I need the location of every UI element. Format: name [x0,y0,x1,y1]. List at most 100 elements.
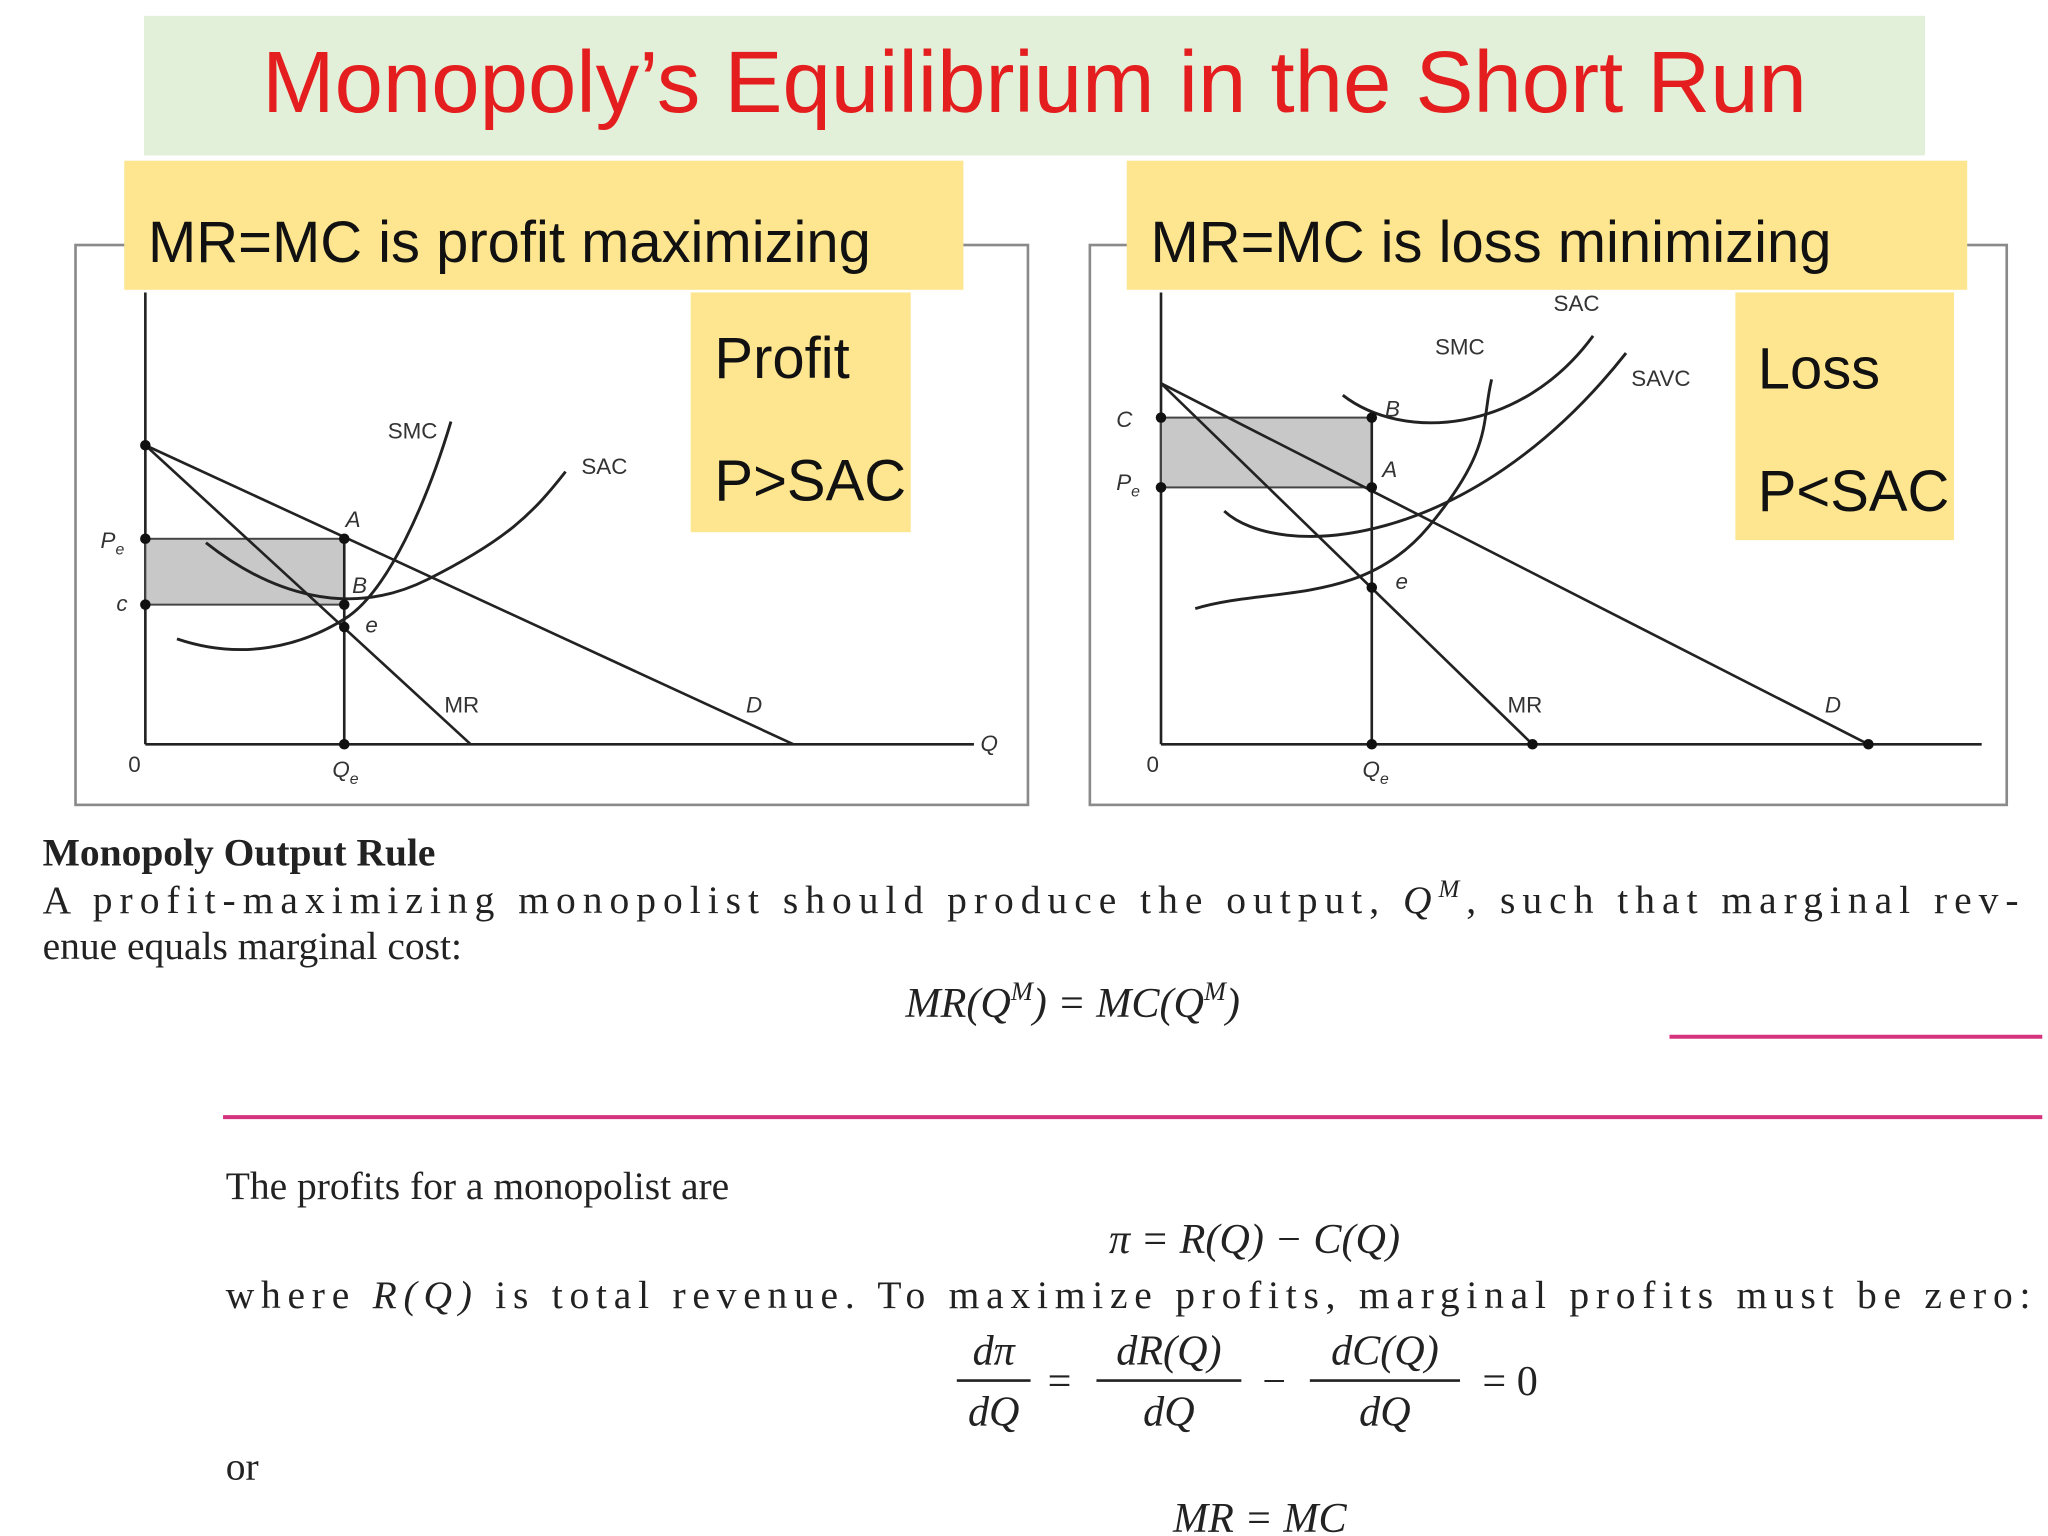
label-subscript: e [350,771,359,788]
equation: MR = MC [1172,1495,1347,1536]
diagram-label: e [365,612,377,637]
point [1366,482,1378,493]
smc-curve [1194,379,1494,610]
text-run: is total revenue. To maximize profits, m… [479,1273,2031,1317]
diagram-label: D [746,693,762,718]
diagram-label: Pe [1116,470,1140,501]
note-box [690,292,911,533]
profits-text: where R(Q) is total revenue. To maximize… [226,1273,2031,1317]
text-run: MR(Q [905,980,1011,1027]
diagram-label: 0 [128,752,140,777]
diagram-label: SMC [1435,334,1485,359]
panel-heading: MR=MC is loss minimizing [1150,211,1831,275]
note-text: Profit [714,327,849,391]
diagram-label: B [352,573,367,598]
text-run: A profit-maximizing monopolist should pr… [43,878,1396,922]
label-main: P [1116,470,1131,495]
label-subscript: e [115,542,124,559]
equation: π = R(Q) − C(Q) [1109,1216,1400,1263]
text-run: M [1010,977,1035,1006]
diagram-label: Q [981,731,998,756]
text: dC(Q) [1331,1328,1439,1375]
points [140,439,350,750]
text-run: where [226,1273,366,1317]
diagram-label: Qe [332,757,358,788]
point [140,439,151,451]
label-subscript: e [1131,484,1140,501]
demand-curve [144,444,795,746]
diagram-label: SAC [581,454,627,479]
smc-curve [176,421,453,651]
heading-box [1126,160,1968,290]
label-main: P [101,528,116,553]
text-run: Q [1403,878,1432,922]
point [1863,739,1874,750]
diagram-label: A [344,507,361,532]
text-run: ) = MC(Q [1031,980,1204,1027]
text-run: M [1437,876,1460,903]
equation: MR(QM) = MC(QM) [905,977,1240,1027]
text: dQ [968,1388,1020,1435]
point [140,533,151,545]
point [338,599,350,610]
text: dπ [973,1328,1017,1375]
point [1366,412,1378,423]
point [1366,582,1378,593]
profits-text: The profits for a monopolist are [226,1164,730,1208]
diagram-label: Pe [101,528,125,559]
diagram-label: SAC [1554,291,1600,316]
note-box [1735,292,1955,541]
diagram-label: B [1385,396,1400,421]
point [1527,739,1538,750]
diagram-label: Qe [1363,757,1389,788]
rule-text: enue equals marginal cost: [43,924,462,968]
diagram-label: e [1395,569,1407,594]
profits-text: or [226,1444,259,1488]
diagram-label: C [1116,407,1133,432]
sac-curve [205,470,567,601]
point [1155,482,1167,493]
text-run: , such that marginal rev- [1466,878,2018,922]
sac-curve [1341,335,1595,425]
text: dR(Q) [1116,1328,1221,1375]
note-text: Loss [1758,338,1880,402]
point [1366,739,1378,750]
savc-curve [1223,352,1628,538]
diagram-label: SMC [388,419,438,444]
rule-text: A profit-maximizing monopolist should pr… [43,876,2019,922]
diagram-label: MR [1507,693,1542,718]
note-text: P<SAC [1758,460,1950,524]
text: = 0 [1482,1358,1537,1405]
slide-title: Monopoly’s Equilibrium in the Short Run [262,34,1807,131]
label-main: Q [332,757,349,782]
diagram-label: MR [444,693,479,718]
title-band [144,15,1926,156]
text-run: R(Q) [372,1273,472,1317]
point [338,739,350,750]
text: dQ [1143,1388,1195,1435]
diagram-label: D [1825,693,1841,718]
point [140,599,151,610]
note-text: P>SAC [714,450,906,514]
mr-curve [1160,382,1534,746]
diagram-label: A [1380,457,1397,482]
rule-heading: Monopoly Output Rule [43,830,436,874]
derivative-equation: dπ dQ = dR(Q) dQ − dC(Q) dQ = 0 [956,1328,1538,1435]
points [1155,412,1874,750]
text: − [1262,1358,1286,1405]
diagram-label: 0 [1147,752,1159,777]
point [1155,412,1167,423]
diagram-label: SAVC [1631,366,1690,391]
diagram-label: c [116,591,127,616]
text: = [1048,1358,1072,1405]
demand-curve [1160,382,1870,746]
loss-area [1160,416,1373,489]
point [338,533,350,545]
diagram-labels: SAC SMC SAVC B Ae C Pe 0 Qe MR D [1116,291,1841,788]
point [338,621,350,633]
heading-box [124,160,964,290]
